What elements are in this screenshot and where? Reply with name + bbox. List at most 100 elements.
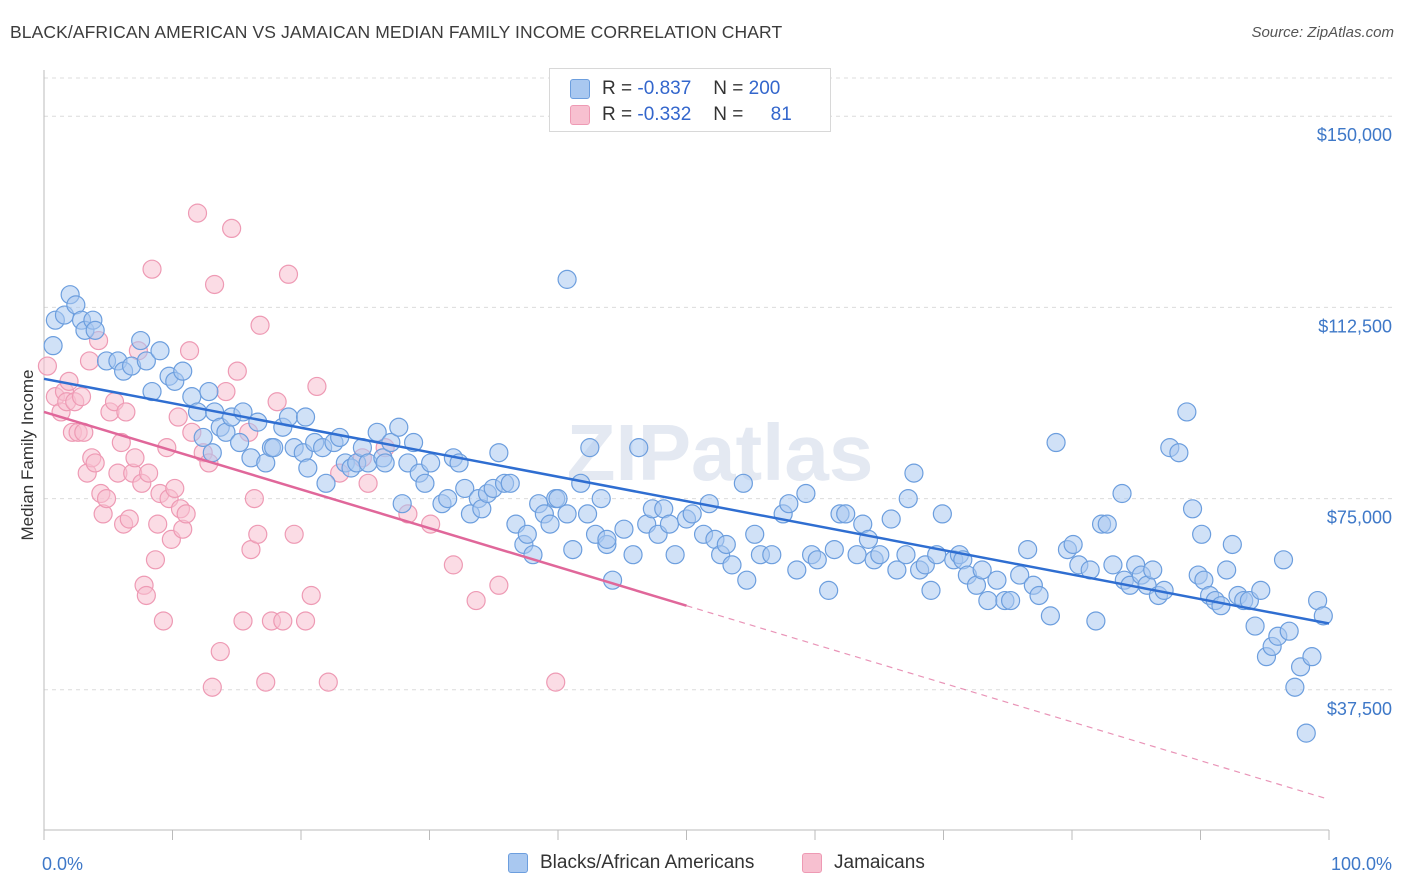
data-point-blacks (1211, 596, 1231, 616)
data-point-blacks (881, 509, 901, 529)
data-point-blacks (978, 590, 998, 611)
data-point-jamaicans (489, 575, 509, 595)
data-point-jamaicans (273, 611, 293, 631)
data-point-blacks (1222, 534, 1242, 555)
data-point-jamaicans (466, 590, 486, 611)
data-point-jamaicans (278, 264, 299, 284)
data-point-blacks (150, 341, 170, 361)
legend-row-blacks: R = -0.837 N = 200 (570, 77, 780, 101)
data-point-blacks (202, 443, 222, 463)
data-point-blacks (455, 478, 475, 499)
data-point-blacks (1063, 534, 1083, 555)
data-point-blacks (796, 483, 816, 504)
axes (43, 70, 1330, 840)
data-point-blacks (1018, 539, 1038, 560)
legend-row-jamaicans: R = -0.332 N = 81 (570, 103, 792, 127)
data-point-jamaicans (210, 641, 230, 662)
data-point-jamaicans (284, 524, 304, 544)
y-tick-label: $37,500 (1327, 699, 1392, 719)
data-point-jamaicans (295, 611, 316, 631)
data-point-blacks (870, 545, 890, 565)
data-point-jamaicans (139, 463, 159, 483)
data-point-blacks (1245, 616, 1265, 636)
legend-n-label: N = (713, 104, 744, 125)
data-point-blacks (1046, 432, 1066, 453)
data-point-blacks (403, 432, 424, 453)
data-point-blacks (921, 580, 941, 600)
data-point-blacks (762, 545, 782, 565)
data-point-blacks (745, 524, 765, 544)
data-point-jamaicans (165, 478, 185, 499)
trend-line-blacks (43, 377, 1330, 625)
data-point-blacks (389, 417, 409, 437)
data-point-blacks (1040, 606, 1060, 626)
data-point-blacks (1217, 560, 1237, 580)
data-point-jamaicans (111, 432, 131, 453)
watermark: ZIPatlas (567, 408, 874, 497)
data-point-jamaicans (148, 514, 168, 534)
data-point-jamaicans (202, 677, 222, 697)
data-point-jamaicans (250, 315, 270, 335)
data-point-blacks (787, 560, 807, 580)
data-point-jamaicans (85, 453, 105, 473)
black-african-american-points (43, 269, 1333, 743)
data-point-blacks (489, 443, 509, 463)
data-point-blacks (375, 453, 395, 473)
data-point-blacks (1251, 580, 1271, 600)
data-point-blacks (1279, 621, 1299, 641)
data-point-jamaicans (168, 407, 188, 427)
data-point-blacks (229, 432, 250, 453)
data-point-blacks (295, 407, 316, 427)
data-point-jamaicans (222, 218, 242, 238)
data-point-blacks (1000, 590, 1021, 611)
bottom-legend-label-jamaicans: Jamaicans (834, 852, 925, 873)
correlation-legend: R = -0.837 N = 200 R = -0.332 N = 81 (549, 68, 831, 132)
legend-n-label: N = (713, 78, 744, 99)
data-point-blacks (173, 361, 193, 381)
data-point-blacks (597, 529, 617, 549)
data-point-blacks (1029, 585, 1049, 606)
data-point-blacks (1169, 443, 1189, 463)
data-point-blacks (500, 473, 520, 493)
data-point-blacks (716, 534, 736, 555)
data-point-jamaicans (244, 489, 264, 509)
x-tick-label-max: 100.0% (1331, 854, 1392, 874)
data-point-blacks (807, 550, 827, 570)
data-point-jamaicans (358, 473, 378, 493)
x-tick-label-min: 0.0% (42, 854, 83, 874)
data-point-jamaicans (37, 356, 58, 376)
data-point-blacks (722, 555, 742, 575)
trend-line-jamaicans (43, 410, 687, 607)
data-point-blacks (623, 545, 643, 565)
data-point-blacks (131, 330, 151, 351)
chart-title: BLACK/AFRICAN AMERICAN VS JAMAICAN MEDIA… (10, 22, 783, 42)
data-point-jamaicans (187, 203, 208, 223)
data-point-blacks (904, 463, 924, 483)
data-point-blacks (264, 438, 284, 458)
data-point-blacks (1086, 611, 1106, 631)
data-point-blacks (577, 504, 598, 524)
data-point-jamaicans (136, 585, 156, 606)
data-point-jamaicans (301, 585, 321, 606)
data-point-blacks (248, 412, 268, 432)
data-point-jamaicans (233, 611, 253, 631)
data-point-blacks (1010, 565, 1030, 585)
data-point-jamaicans (142, 259, 162, 279)
data-point-blacks (987, 570, 1007, 590)
data-point-blacks (540, 514, 560, 534)
data-point-jamaicans (318, 672, 338, 692)
data-point-jamaicans (71, 387, 92, 407)
data-point-blacks (1097, 514, 1117, 534)
data-point-blacks (1112, 483, 1132, 504)
data-point-blacks (199, 381, 219, 402)
data-point-blacks (629, 438, 649, 458)
data-point-blacks (682, 504, 702, 524)
data-point-blacks (438, 489, 458, 509)
data-point-blacks (563, 539, 583, 560)
data-point-blacks (591, 489, 611, 509)
data-point-jamaicans (267, 392, 287, 412)
data-point-jamaicans (307, 376, 327, 397)
data-point-jamaicans (443, 555, 463, 575)
data-point-blacks (737, 570, 757, 590)
legend-swatch-pink (570, 105, 590, 125)
